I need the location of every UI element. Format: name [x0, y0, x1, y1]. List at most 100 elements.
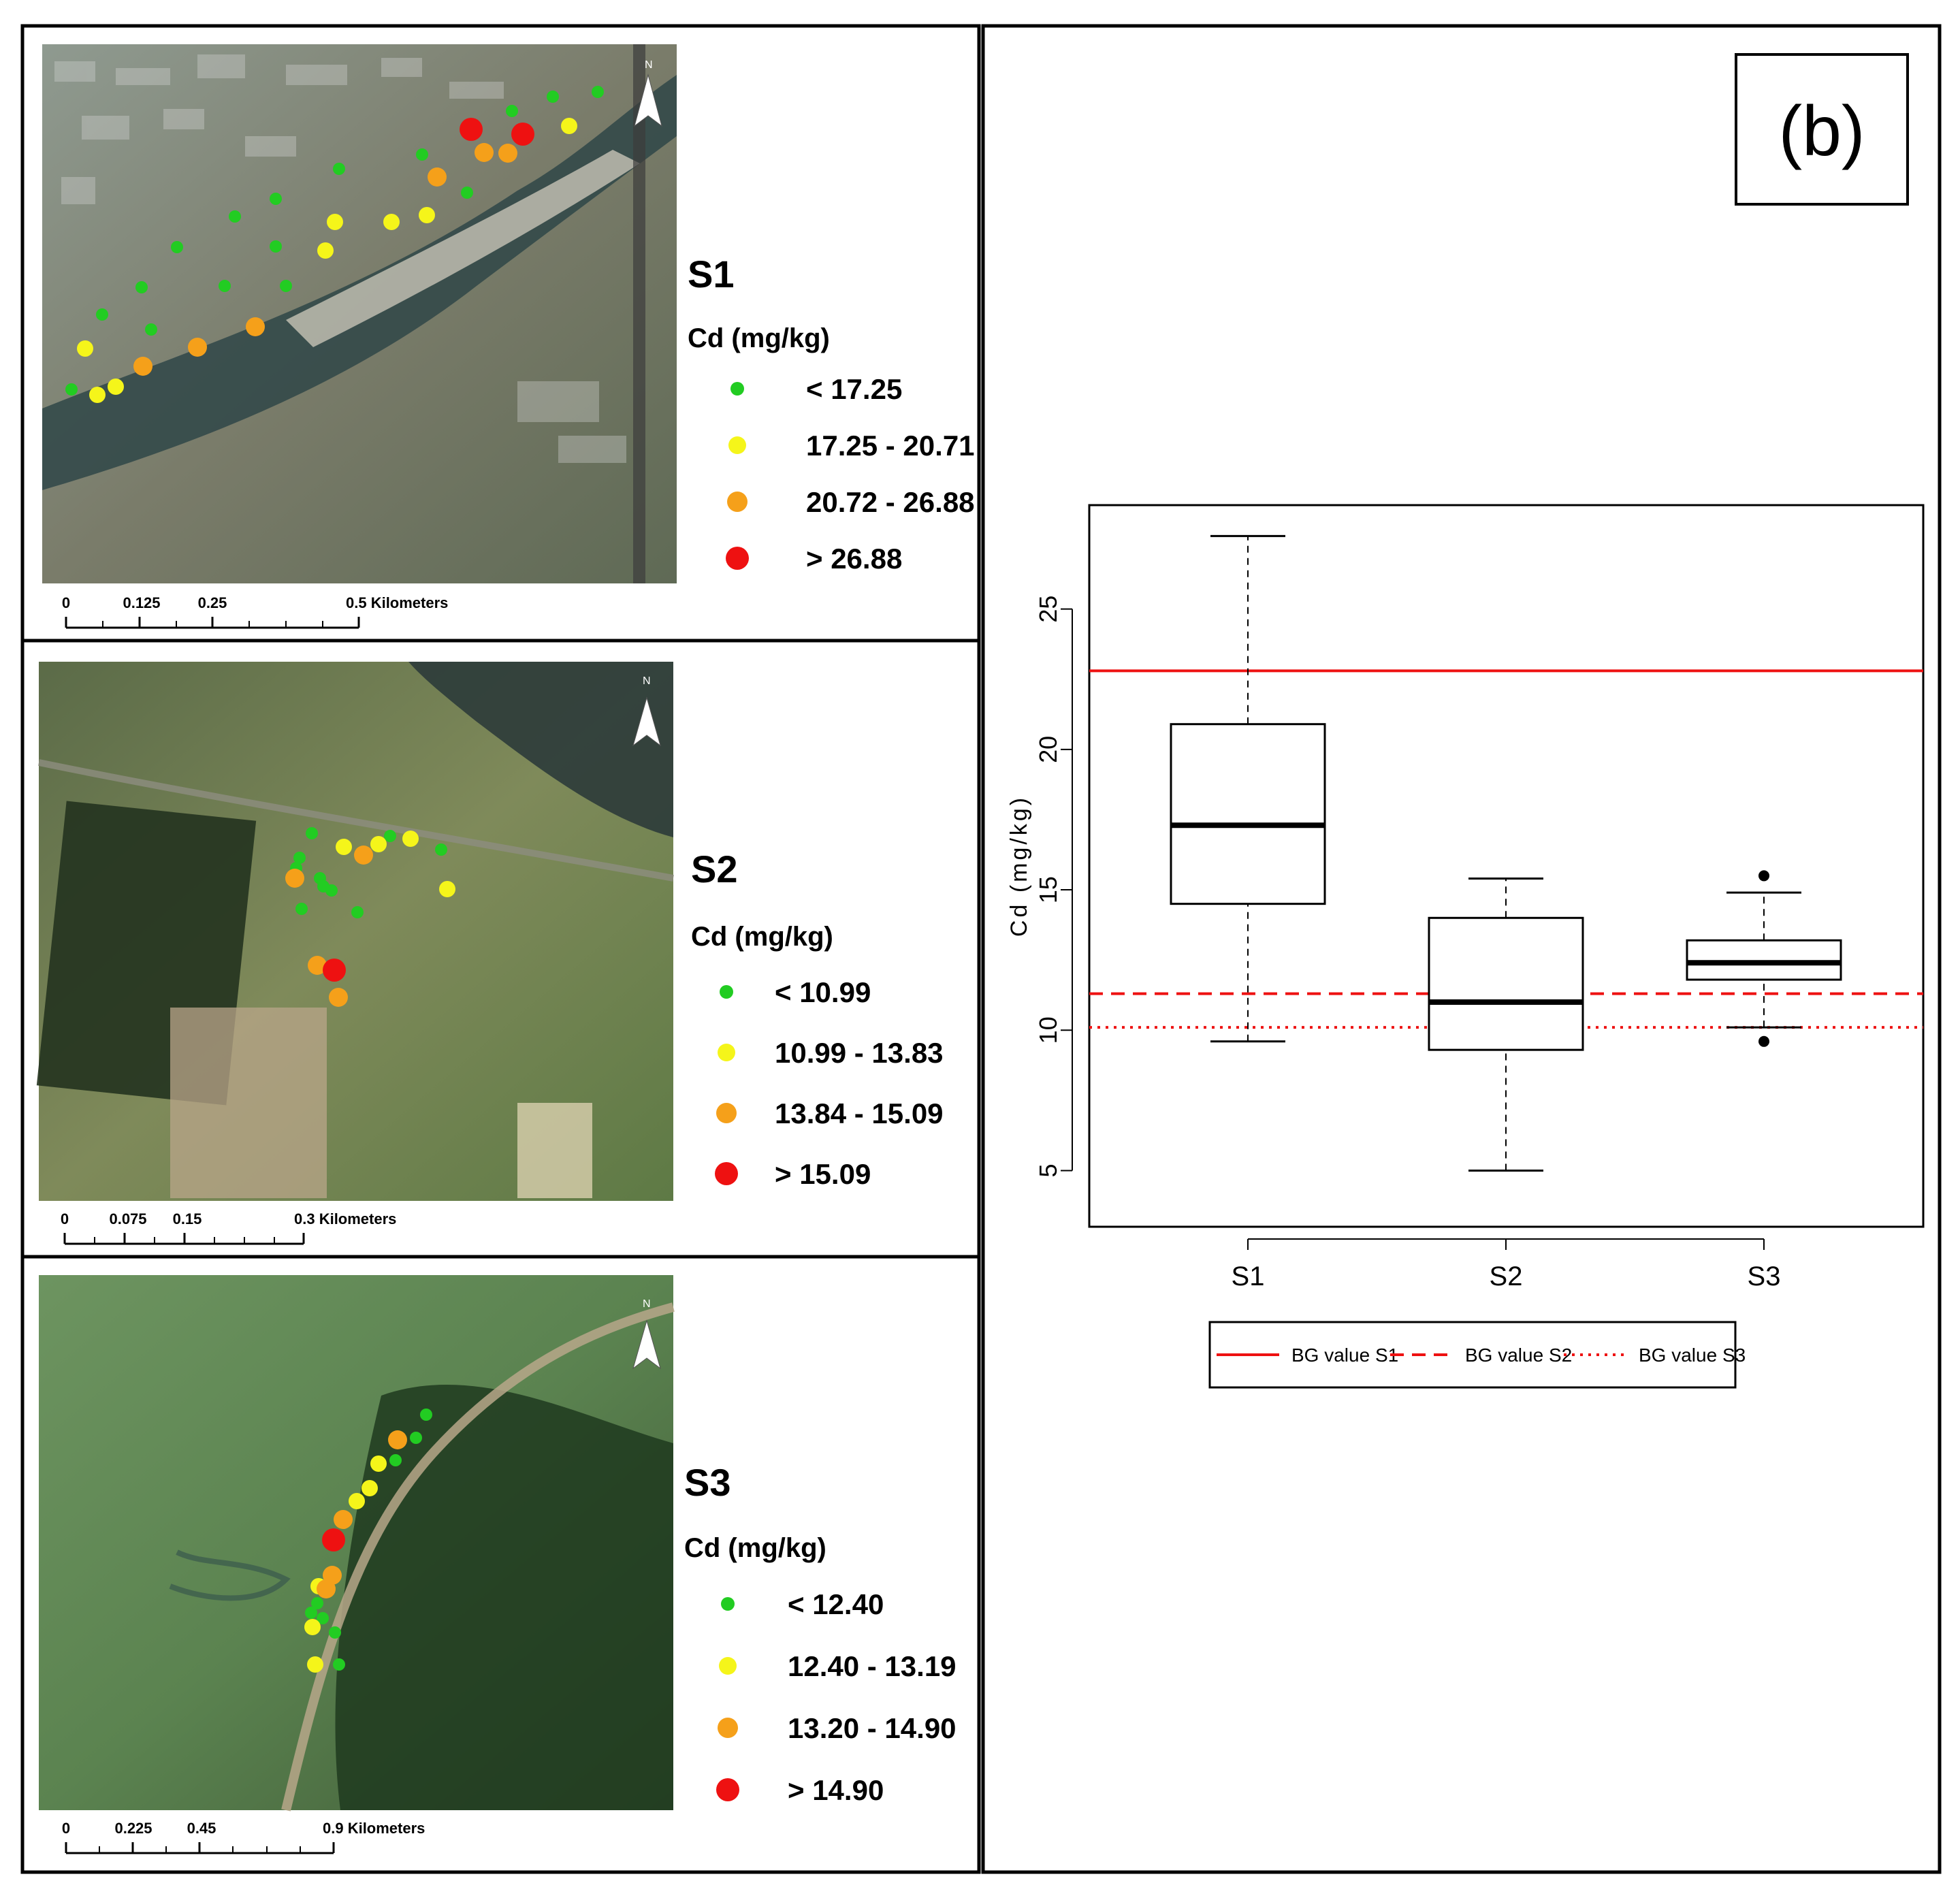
scale-tick-label: 0.125: [123, 594, 160, 611]
legend-s3: S3 Cd (mg/kg) < 12.40 12.40 - 13.19 13.2…: [684, 1461, 957, 1806]
map-s1: N: [42, 44, 975, 629]
bg-legend-label: BG value S3: [1639, 1345, 1746, 1366]
box-s3: [1686, 870, 1842, 1047]
sample-point: [77, 340, 93, 357]
sample-point: [370, 836, 387, 852]
iqr-box: [1170, 723, 1326, 905]
sample-point: [306, 827, 318, 839]
sample-point: [592, 86, 604, 98]
map-s3: N: [39, 1275, 957, 1854]
stream-s3: [169, 1549, 291, 1601]
bg-legend-box: [1208, 1321, 1737, 1389]
sample-point: [133, 357, 152, 376]
panel-label-box: [1735, 53, 1909, 206]
iqr-box: [1686, 939, 1842, 981]
legend-class-label: > 14.90: [788, 1774, 884, 1806]
legend-swatch: [730, 382, 744, 396]
sample-point: [547, 91, 559, 103]
sample-point: [420, 1409, 432, 1421]
riverbed-s1: [286, 150, 640, 347]
scale-tick-label: 0.15: [173, 1210, 202, 1227]
iqr-box: [1428, 916, 1584, 1051]
north-label-s3: N: [643, 1298, 651, 1310]
sample-point: [317, 1579, 336, 1598]
sample-point: [171, 241, 183, 253]
boxes: [1170, 534, 1842, 1172]
legend-swatch: [728, 436, 746, 454]
boxplot-panel-frame: [981, 24, 1942, 1874]
road-s2: [37, 759, 674, 882]
sample-point: [561, 118, 577, 134]
site-title-s1: S1: [688, 253, 735, 295]
bg-legend-label: BG value S1: [1291, 1345, 1398, 1366]
y-tick-label: 10: [1034, 1016, 1062, 1044]
legend-class-label: < 12.40: [788, 1588, 884, 1620]
scale-bar-s2: 0 0.075 0.15 0.3 Kilometers: [61, 1210, 396, 1245]
sample-points-s1: [65, 86, 604, 403]
sample-point: [511, 123, 534, 146]
sample-point: [229, 210, 241, 223]
legend-class-label: 17.25 - 20.71: [806, 430, 975, 462]
bare-field-s2: [170, 1008, 327, 1198]
sample-point: [246, 317, 265, 336]
y-tick-label: 5: [1034, 1163, 1062, 1177]
legend-class-label: > 15.09: [775, 1158, 871, 1190]
scale-tick-label: 0.25: [198, 594, 227, 611]
sample-point: [506, 105, 518, 117]
scale-tick-label: 0.3 Kilometers: [294, 1210, 396, 1227]
sample-point: [323, 959, 346, 982]
scale-tick-label: 0: [61, 1210, 69, 1227]
road-s1: [633, 44, 645, 583]
sample-point: [351, 906, 364, 918]
track-s3: [281, 1302, 675, 1812]
scale-tick-label: 0.225: [114, 1820, 152, 1837]
bright-area-s2: [517, 1103, 592, 1198]
legend-swatch: [719, 1657, 737, 1675]
sample-point: [349, 1493, 365, 1509]
sample-point: [188, 338, 207, 357]
x-tick-label: S1: [1232, 1261, 1265, 1291]
sample-point: [389, 1454, 402, 1466]
dark-forest-s3: [335, 1385, 673, 1810]
sample-point: [498, 144, 517, 163]
sample-point: [354, 846, 373, 865]
bg-legend-label: BG value S2: [1465, 1345, 1572, 1366]
sample-point: [402, 831, 419, 847]
sample-point: [383, 214, 400, 230]
legend-swatch: [715, 1162, 738, 1185]
sample-point: [416, 148, 428, 161]
x-tick-label: S2: [1490, 1261, 1523, 1291]
sample-point: [65, 383, 78, 396]
sample-point: [311, 1597, 323, 1609]
legend-s1: S1 Cd (mg/kg) < 17.25 17.25 - 20.71 20.7…: [688, 253, 975, 575]
map-panels-frame: [20, 24, 981, 1874]
legend-class-label: < 17.25: [806, 373, 902, 405]
boxplot-panel: (b) 5 10 15 20 25 Cd (mg/kg) S1 S2 S3 BG value…: [981, 24, 1942, 1874]
sample-point: [388, 1430, 407, 1449]
site-title-s2: S2: [691, 848, 738, 890]
sample-point: [322, 1528, 345, 1551]
sample-point: [325, 884, 338, 897]
sample-point: [327, 214, 343, 230]
sample-point: [305, 1607, 317, 1619]
legend-s2: S2 Cd (mg/kg) < 10.99 10.99 - 13.83 13.8…: [691, 848, 944, 1190]
legend-class-label: > 26.88: [806, 543, 902, 575]
north-arrow-s3: N: [632, 1298, 661, 1370]
outlier-point: [1758, 1035, 1769, 1047]
north-arrow-s2: N: [632, 675, 661, 747]
sample-points-s3: [304, 1409, 432, 1673]
scale-tick-label: 0: [62, 1820, 70, 1837]
legend-swatch: [726, 547, 749, 570]
legend-swatch: [721, 1597, 735, 1611]
legend-swatch: [716, 1778, 739, 1801]
sample-point: [135, 281, 148, 293]
legend-swatch: [716, 1103, 737, 1123]
sample-point: [384, 830, 396, 842]
legend-class-label: < 10.99: [775, 976, 871, 1008]
sample-point: [435, 843, 447, 856]
sample-point: [308, 956, 327, 975]
sample-point: [317, 1612, 329, 1624]
sample-point: [108, 379, 124, 395]
sample-point: [270, 193, 282, 205]
y-axis-label: Cd (mg/kg): [1006, 795, 1032, 937]
